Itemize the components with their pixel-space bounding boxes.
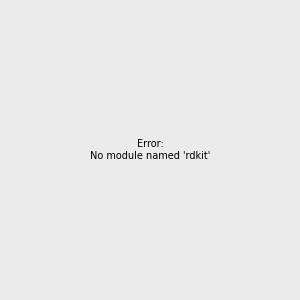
Text: Error:
No module named 'rdkit': Error: No module named 'rdkit' [90,139,210,161]
